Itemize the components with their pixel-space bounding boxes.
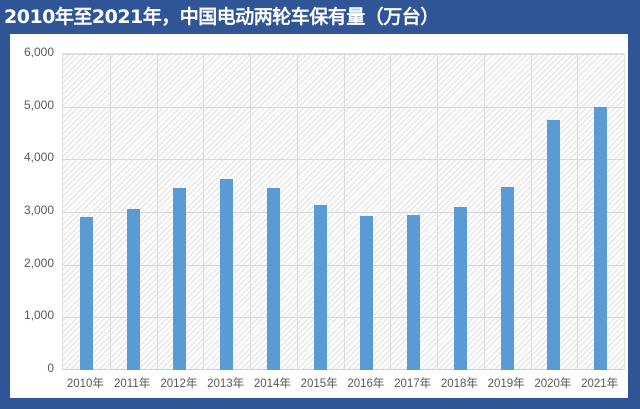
x-tick-label: 2018年 (440, 378, 478, 390)
bar (126, 209, 140, 370)
chart-panel: 0 1,000 2,000 3,000 4,000 5,000 6,000 2010年 201… (10, 34, 628, 398)
x-tick-label: 2010年 (66, 378, 104, 390)
gridline-vertical (109, 54, 111, 370)
bar (313, 205, 327, 370)
bar (173, 188, 187, 370)
gridline-vertical (530, 54, 532, 370)
gridline-vertical (250, 54, 251, 370)
gridline-vertical (296, 54, 298, 370)
plot-area (62, 53, 625, 370)
gridline-vertical (437, 54, 438, 370)
bar (220, 179, 234, 370)
x-tick-label: 2019年 (487, 378, 525, 390)
gridline-vertical (483, 54, 485, 370)
y-tick-label: 1,000 (23, 308, 54, 323)
bar (500, 187, 514, 370)
y-tick-label: 3,000 (23, 203, 54, 217)
gridline-vertical (156, 54, 158, 370)
x-tick-label: 2020年 (534, 378, 572, 390)
bar (453, 206, 467, 370)
x-tick-label: 2011年 (114, 378, 151, 390)
gridline-vertical (203, 54, 205, 370)
x-tick-label: 2017年 (394, 378, 432, 390)
gridline-vertical (343, 54, 345, 370)
x-tick-label: 2015年 (300, 378, 338, 390)
bar (594, 107, 608, 370)
bar (407, 214, 421, 370)
x-tick-label: 2021年 (581, 378, 619, 390)
y-tick-label: 6,000 (23, 45, 54, 59)
x-tick-label: 2013年 (207, 378, 245, 390)
bar (266, 188, 280, 370)
bar (79, 217, 93, 370)
x-tick-label: 2014年 (253, 378, 291, 390)
y-tick-label: 2,000 (23, 255, 54, 270)
x-tick-label: 2016年 (347, 378, 385, 390)
gridline-vertical (577, 54, 579, 370)
y-tick-label: 0 (47, 361, 54, 375)
y-tick-label: 4,000 (23, 150, 54, 165)
x-tick-label: 2012年 (160, 378, 198, 390)
chart-title: 2010年至2021年，中国电动两轮车保有量（万台） (4, 6, 439, 28)
y-tick-label: 5,000 (23, 97, 54, 112)
gridline-vertical (390, 54, 392, 370)
bar (360, 215, 374, 370)
bar (547, 119, 561, 370)
